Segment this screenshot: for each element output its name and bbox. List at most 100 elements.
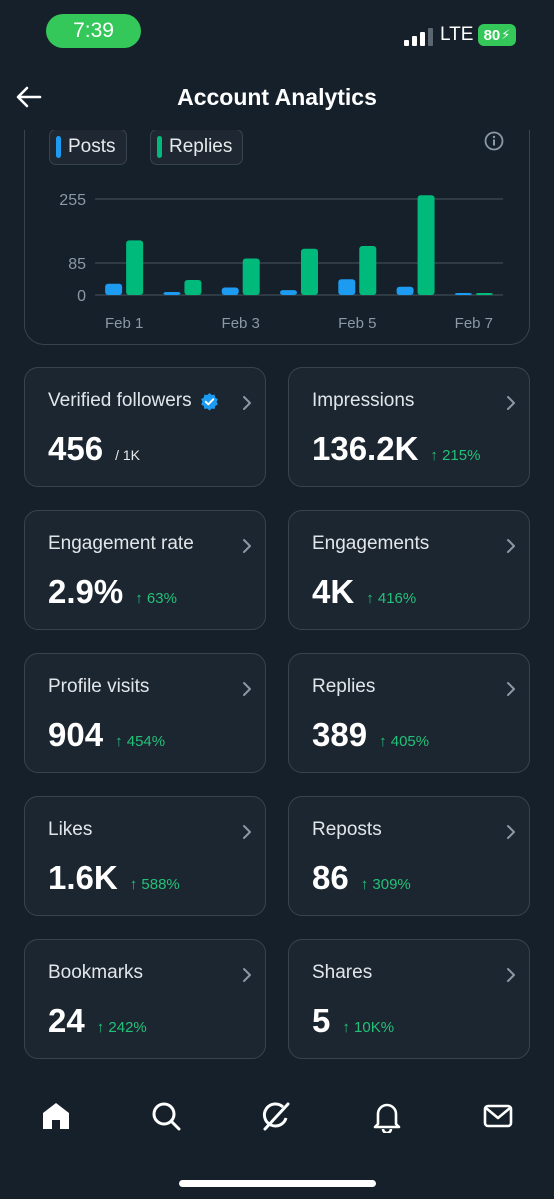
bar-replies-feb-4[interactable] bbox=[301, 248, 318, 295]
verified-badge-icon bbox=[200, 392, 218, 411]
stat-value: 1.6K bbox=[48, 859, 118, 896]
stat-label: Shares bbox=[312, 962, 373, 983]
notifications-bell-icon[interactable] bbox=[370, 1099, 404, 1133]
stat-change: ↑ 242% bbox=[96, 1019, 147, 1036]
legend-posts-button[interactable]: Posts bbox=[49, 129, 127, 165]
search-icon[interactable] bbox=[149, 1099, 183, 1133]
bar-posts-feb-4[interactable] bbox=[280, 290, 297, 295]
stat-change: ↑ 63% bbox=[135, 590, 177, 607]
stat-card-reposts[interactable]: Reposts 86 ↑ 309% bbox=[288, 796, 530, 916]
stat-card-engagement-rate[interactable]: Engagement rate 2.9% ↑ 63% bbox=[24, 510, 266, 630]
info-icon[interactable] bbox=[483, 130, 505, 152]
bar-posts-feb-1[interactable] bbox=[105, 283, 123, 295]
stat-change: ↑ 454% bbox=[115, 733, 166, 750]
chevron-right-icon bbox=[507, 396, 515, 410]
stat-value: 136.2K bbox=[312, 430, 419, 467]
grok-icon[interactable] bbox=[259, 1099, 293, 1133]
status-bar: 7:39 LTE 80 ⚡ bbox=[0, 0, 554, 66]
x-tick-label: Feb 1 bbox=[105, 315, 143, 332]
stat-change: ↑ 416% bbox=[366, 590, 417, 607]
activity-chart-card: 0 85 255 Feb 1 Feb 3 Feb 5 Feb 7 Posts Replies bbox=[24, 110, 530, 345]
stat-value: 904 bbox=[48, 716, 104, 753]
bar-posts-feb-6[interactable] bbox=[396, 286, 414, 295]
back-arrow-icon[interactable] bbox=[14, 82, 44, 112]
stat-card-verified-followers[interactable]: Verified followers 456 / 1K bbox=[24, 367, 266, 487]
stat-value-row: 136.2K ↑ 215% bbox=[312, 430, 480, 468]
x-tick-label: Feb 5 bbox=[338, 315, 376, 332]
bar-posts-feb-5[interactable] bbox=[338, 279, 356, 295]
bar-replies-feb-6[interactable] bbox=[417, 195, 435, 295]
stat-label: Engagements bbox=[312, 533, 430, 554]
home-indicator[interactable] bbox=[179, 1180, 376, 1187]
stat-card-shares[interactable]: Shares 5 ↑ 10K% bbox=[288, 939, 530, 1059]
stat-value-row: 4K ↑ 416% bbox=[312, 573, 416, 611]
chevron-right-icon bbox=[507, 539, 515, 553]
cellular-signal-icon bbox=[404, 28, 433, 46]
bar-posts-feb-7[interactable] bbox=[454, 293, 472, 295]
stat-label-container: Engagements bbox=[312, 533, 429, 555]
stat-label-container: Verified followers bbox=[48, 390, 219, 412]
bar-posts-feb-2[interactable] bbox=[163, 291, 181, 295]
stat-card-impressions[interactable]: Impressions 136.2K ↑ 215% bbox=[288, 367, 530, 487]
stat-card-profile-visits[interactable]: Profile visits 904 ↑ 454% bbox=[24, 653, 266, 773]
bar-replies-feb-5[interactable] bbox=[359, 246, 377, 295]
stat-card-engagements[interactable]: Engagements 4K ↑ 416% bbox=[288, 510, 530, 630]
chevron-right-icon bbox=[507, 682, 515, 696]
stat-label: Bookmarks bbox=[48, 962, 144, 983]
stat-label: Profile visits bbox=[48, 676, 150, 697]
status-time: 7:39 bbox=[46, 14, 141, 48]
top-header: Account Analytics bbox=[0, 66, 554, 130]
network-type: LTE bbox=[440, 24, 474, 45]
stat-change: ↑ 588% bbox=[129, 876, 180, 893]
stat-value: 86 bbox=[312, 859, 349, 896]
stat-label-container: Impressions bbox=[312, 390, 414, 412]
home-icon[interactable] bbox=[39, 1099, 73, 1133]
stat-value: 389 bbox=[312, 716, 368, 753]
y-tick-label: 255 bbox=[59, 192, 86, 209]
battery-level: 80 bbox=[483, 26, 501, 44]
stat-value: 456 bbox=[48, 430, 104, 467]
stat-label: Engagement rate bbox=[48, 533, 194, 554]
bar-replies-feb-7[interactable] bbox=[475, 293, 493, 295]
bar-replies-feb-3[interactable] bbox=[242, 258, 260, 295]
stat-label-container: Reposts bbox=[312, 819, 382, 841]
legend-replies-label: Replies bbox=[169, 136, 233, 157]
stat-label: Likes bbox=[48, 819, 93, 840]
bottom-navigation bbox=[0, 1082, 554, 1152]
stat-value-row: 389 ↑ 405% bbox=[312, 716, 429, 754]
stat-label-container: Profile visits bbox=[48, 676, 149, 698]
x-tick-label: Feb 7 bbox=[455, 315, 493, 332]
stat-value: 4K bbox=[312, 573, 355, 610]
bar-posts-feb-3[interactable] bbox=[221, 287, 239, 295]
stat-value-row: 904 ↑ 454% bbox=[48, 716, 165, 754]
stat-label-container: Bookmarks bbox=[48, 962, 143, 984]
chevron-right-icon bbox=[243, 682, 251, 696]
chevron-right-icon bbox=[243, 968, 251, 982]
y-tick-label: 85 bbox=[68, 256, 86, 273]
stat-card-bookmarks[interactable]: Bookmarks 24 ↑ 242% bbox=[24, 939, 266, 1059]
legend-posts-label: Posts bbox=[68, 136, 116, 157]
replies-swatch bbox=[157, 136, 162, 158]
stat-value-row: 24 ↑ 242% bbox=[48, 1002, 147, 1040]
stat-value: 5 bbox=[312, 1002, 331, 1039]
bar-replies-feb-1[interactable] bbox=[126, 240, 144, 295]
chevron-right-icon bbox=[243, 825, 251, 839]
stat-card-replies[interactable]: Replies 389 ↑ 405% bbox=[288, 653, 530, 773]
battery-indicator: 80 ⚡ bbox=[478, 24, 516, 46]
stat-value: 2.9% bbox=[48, 573, 124, 610]
messages-envelope-icon[interactable] bbox=[481, 1099, 515, 1133]
stat-label: Impressions bbox=[312, 390, 415, 411]
stat-change: ↑ 10K% bbox=[342, 1019, 395, 1036]
legend-replies-button[interactable]: Replies bbox=[150, 129, 244, 165]
stat-value-row: 86 ↑ 309% bbox=[312, 859, 411, 897]
stat-card-likes[interactable]: Likes 1.6K ↑ 588% bbox=[24, 796, 266, 916]
stat-value-row: 456 / 1K bbox=[48, 430, 140, 468]
bar-replies-feb-2[interactable] bbox=[184, 279, 202, 295]
charging-bolt-icon: ⚡ bbox=[501, 27, 511, 42]
posts-swatch bbox=[56, 136, 61, 158]
stat-value: 24 bbox=[48, 1002, 85, 1039]
stat-label: Verified followers bbox=[48, 390, 192, 411]
stat-label-container: Shares bbox=[312, 962, 372, 984]
stat-label: Reposts bbox=[312, 819, 382, 840]
chevron-right-icon bbox=[507, 968, 515, 982]
